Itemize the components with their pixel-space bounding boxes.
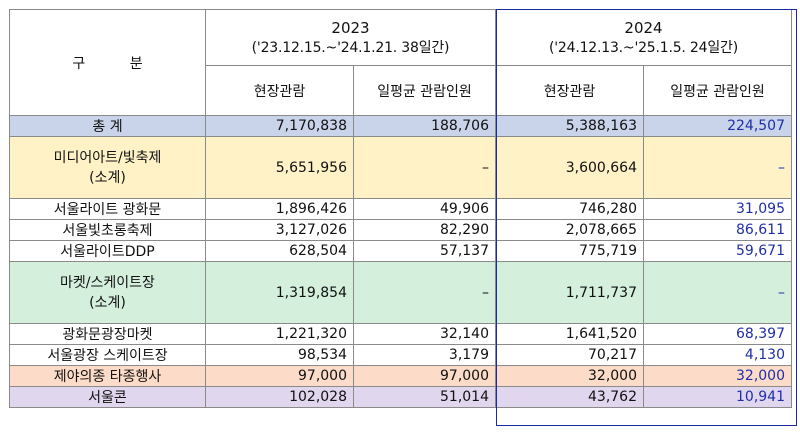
cell-2024-onsite: 5,388,163 <box>495 115 644 137</box>
cell-2024-onsite: 1,711,737 <box>495 261 644 324</box>
period-2023: ('23.12.15.~'24.1.21. 38일간) <box>251 39 450 56</box>
cell-2023-daily: 3,179 <box>353 344 496 366</box>
cell-2024-daily: 224,507 <box>643 115 792 137</box>
row-label: 마켓/스케이트장 (소계) <box>9 261 206 324</box>
row-label: 총 계 <box>9 115 206 137</box>
cell-2024-daily: 68,397 <box>643 323 792 345</box>
cell-2024-onsite: 1,641,520 <box>495 323 644 345</box>
cell-2023-onsite: 102,028 <box>205 386 354 408</box>
table-row: 서울라이트DDP 628,504 57,137 775,719 59,671 <box>9 240 792 262</box>
header-2023: 2023 ('23.12.15.~'24.1.21. 38일간) <box>205 9 496 66</box>
cell-2024-onsite: 2,078,665 <box>495 219 644 241</box>
col-onsite-2023: 현장관람 <box>205 65 354 116</box>
cell-2024-onsite: 746,280 <box>495 198 644 220</box>
table-row-seoulcon: 서울콘 102,028 51,014 43,762 10,941 <box>9 386 792 408</box>
cell-2023-daily: 49,906 <box>353 198 496 220</box>
row-label: 서울라이트 광화문 <box>9 198 206 220</box>
row-label-line1: 미디어아트/빛축제 <box>53 149 162 166</box>
row-label: 서울콘 <box>9 386 206 408</box>
row-label: 제야의종 타종행사 <box>9 365 206 387</box>
cell-2024-daily: 86,611 <box>643 219 792 241</box>
cell-2023-onsite: 98,534 <box>205 344 354 366</box>
cell-2023-daily: 51,014 <box>353 386 496 408</box>
cell-2023-onsite: 97,000 <box>205 365 354 387</box>
table-row-total: 총 계 7,170,838 188,706 5,388,163 224,507 <box>9 115 792 137</box>
table-row: 서울라이트 광화문 1,896,426 49,906 746,280 31,09… <box>9 198 792 220</box>
cell-2024-onsite: 32,000 <box>495 365 644 387</box>
row-label: 광화문광장마켓 <box>9 323 206 345</box>
row-label-line1: 마켓/스케이트장 <box>60 274 155 291</box>
table-row-market-subtotal: 마켓/스케이트장 (소계) 1,319,854 – 1,711,737 – <box>9 261 792 324</box>
cell-2023-onsite: 5,651,956 <box>205 136 354 199</box>
header-gubun: 구 분 <box>9 9 206 116</box>
header-2024: 2024 ('24.12.13.~'25.1.5. 24일간) <box>495 9 792 66</box>
visitor-stats-table: 구 분 2023 ('23.12.15.~'24.1.21. 38일간) 202… <box>9 9 792 408</box>
cell-2024-daily: 4,130 <box>643 344 792 366</box>
stats-table-wrapper: 구 분 2023 ('23.12.15.~'24.1.21. 38일간) 202… <box>9 9 797 426</box>
year-2024: 2024 <box>624 18 663 37</box>
col-daily-2024: 일평균 관람인원 <box>643 65 792 116</box>
col-onsite-2024: 현장관람 <box>495 65 644 116</box>
row-label-line2: (소계) <box>89 169 126 186</box>
cell-2023-daily: 82,290 <box>353 219 496 241</box>
cell-2023-onsite: 3,127,026 <box>205 219 354 241</box>
cell-2023-onsite: 1,221,320 <box>205 323 354 345</box>
row-label: 미디어아트/빛축제 (소계) <box>9 136 206 199</box>
table-row: 광화문광장마켓 1,221,320 32,140 1,641,520 68,39… <box>9 323 792 345</box>
cell-2023-onsite: 1,896,426 <box>205 198 354 220</box>
cell-2023-onsite: 628,504 <box>205 240 354 262</box>
cell-2024-daily: 32,000 <box>643 365 792 387</box>
cell-2023-daily: – <box>353 261 496 324</box>
row-label-line2: (소계) <box>89 294 126 311</box>
table-row: 서울빛초롱축제 3,127,026 82,290 2,078,665 86,61… <box>9 219 792 241</box>
cell-2024-onsite: 3,600,664 <box>495 136 644 199</box>
col-daily-2023: 일평균 관람인원 <box>353 65 496 116</box>
table-row-media-subtotal: 미디어아트/빛축제 (소계) 5,651,956 – 3,600,664 – <box>9 136 792 199</box>
year-2023: 2023 <box>331 18 370 37</box>
cell-2024-daily: 59,671 <box>643 240 792 262</box>
cell-2023-daily: 57,137 <box>353 240 496 262</box>
table-row: 서울광장 스케이트장 98,534 3,179 70,217 4,130 <box>9 344 792 366</box>
cell-2023-daily: – <box>353 136 496 199</box>
cell-2023-onsite: 1,319,854 <box>205 261 354 324</box>
cell-2024-onsite: 43,762 <box>495 386 644 408</box>
cell-2024-onsite: 775,719 <box>495 240 644 262</box>
cell-2023-daily: 32,140 <box>353 323 496 345</box>
cell-2024-daily: – <box>643 136 792 199</box>
table-row-bell: 제야의종 타종행사 97,000 97,000 32,000 32,000 <box>9 365 792 387</box>
cell-2023-onsite: 7,170,838 <box>205 115 354 137</box>
row-label: 서울라이트DDP <box>9 240 206 262</box>
cell-2024-onsite: 70,217 <box>495 344 644 366</box>
cell-2023-daily: 97,000 <box>353 365 496 387</box>
cell-2024-daily: 31,095 <box>643 198 792 220</box>
cell-2023-daily: 188,706 <box>353 115 496 137</box>
period-2024: ('24.12.13.~'25.1.5. 24일간) <box>549 39 738 56</box>
row-label: 서울광장 스케이트장 <box>9 344 206 366</box>
cell-2024-daily: 10,941 <box>643 386 792 408</box>
row-label: 서울빛초롱축제 <box>9 219 206 241</box>
cell-2024-daily: – <box>643 261 792 324</box>
